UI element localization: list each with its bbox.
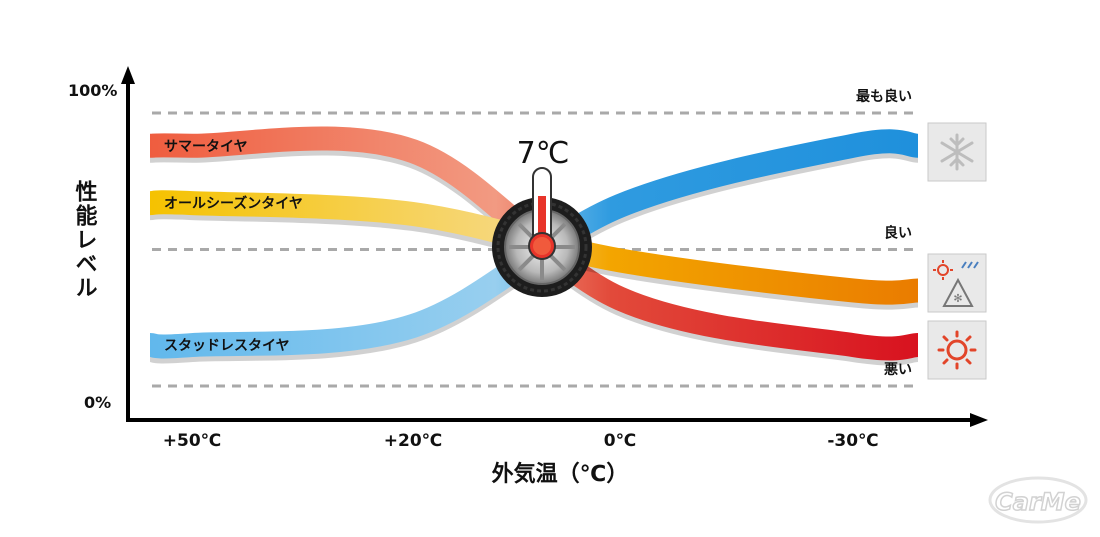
y-axis-title: 性能レベル: [72, 180, 98, 300]
sun-icon: [927, 320, 987, 380]
x-tick-labels: +50℃ +20℃ 0℃ -30℃: [163, 431, 879, 451]
thermometer-icon: [528, 167, 556, 260]
x-tick-label: +20℃: [384, 431, 443, 451]
x-tick-label: -30℃: [827, 431, 878, 451]
x-tick-label: +50℃: [163, 431, 222, 451]
series-label-0: サマータイヤ: [164, 139, 248, 155]
x-axis-arrow-icon: [970, 413, 988, 427]
series-label-1: オールシーズンタイヤ: [164, 195, 303, 212]
svg-text:✻: ✻: [953, 292, 962, 305]
sun-snow-icon: ✻: [927, 253, 987, 313]
carme-logo: CarMe: [988, 476, 1088, 524]
x-axis-title: 外気温（℃）: [492, 461, 629, 487]
crossover-label: 7℃: [517, 136, 570, 171]
x-tick-label: 0℃: [604, 431, 636, 451]
reference-label-2: 悪い: [884, 362, 912, 378]
y-axis-arrow-icon: [121, 66, 135, 84]
axes: [121, 66, 988, 427]
snowflake-icon: [927, 122, 987, 182]
reference-label-1: 良い: [884, 225, 912, 242]
watermark-text: CarMe: [995, 488, 1081, 516]
y-tick-top: 100%: [68, 81, 117, 100]
series-label-2: スタッドレスタイヤ: [164, 338, 290, 354]
y-tick-bottom: 0%: [84, 393, 111, 412]
reference-label-0: 最も良い: [856, 88, 912, 105]
